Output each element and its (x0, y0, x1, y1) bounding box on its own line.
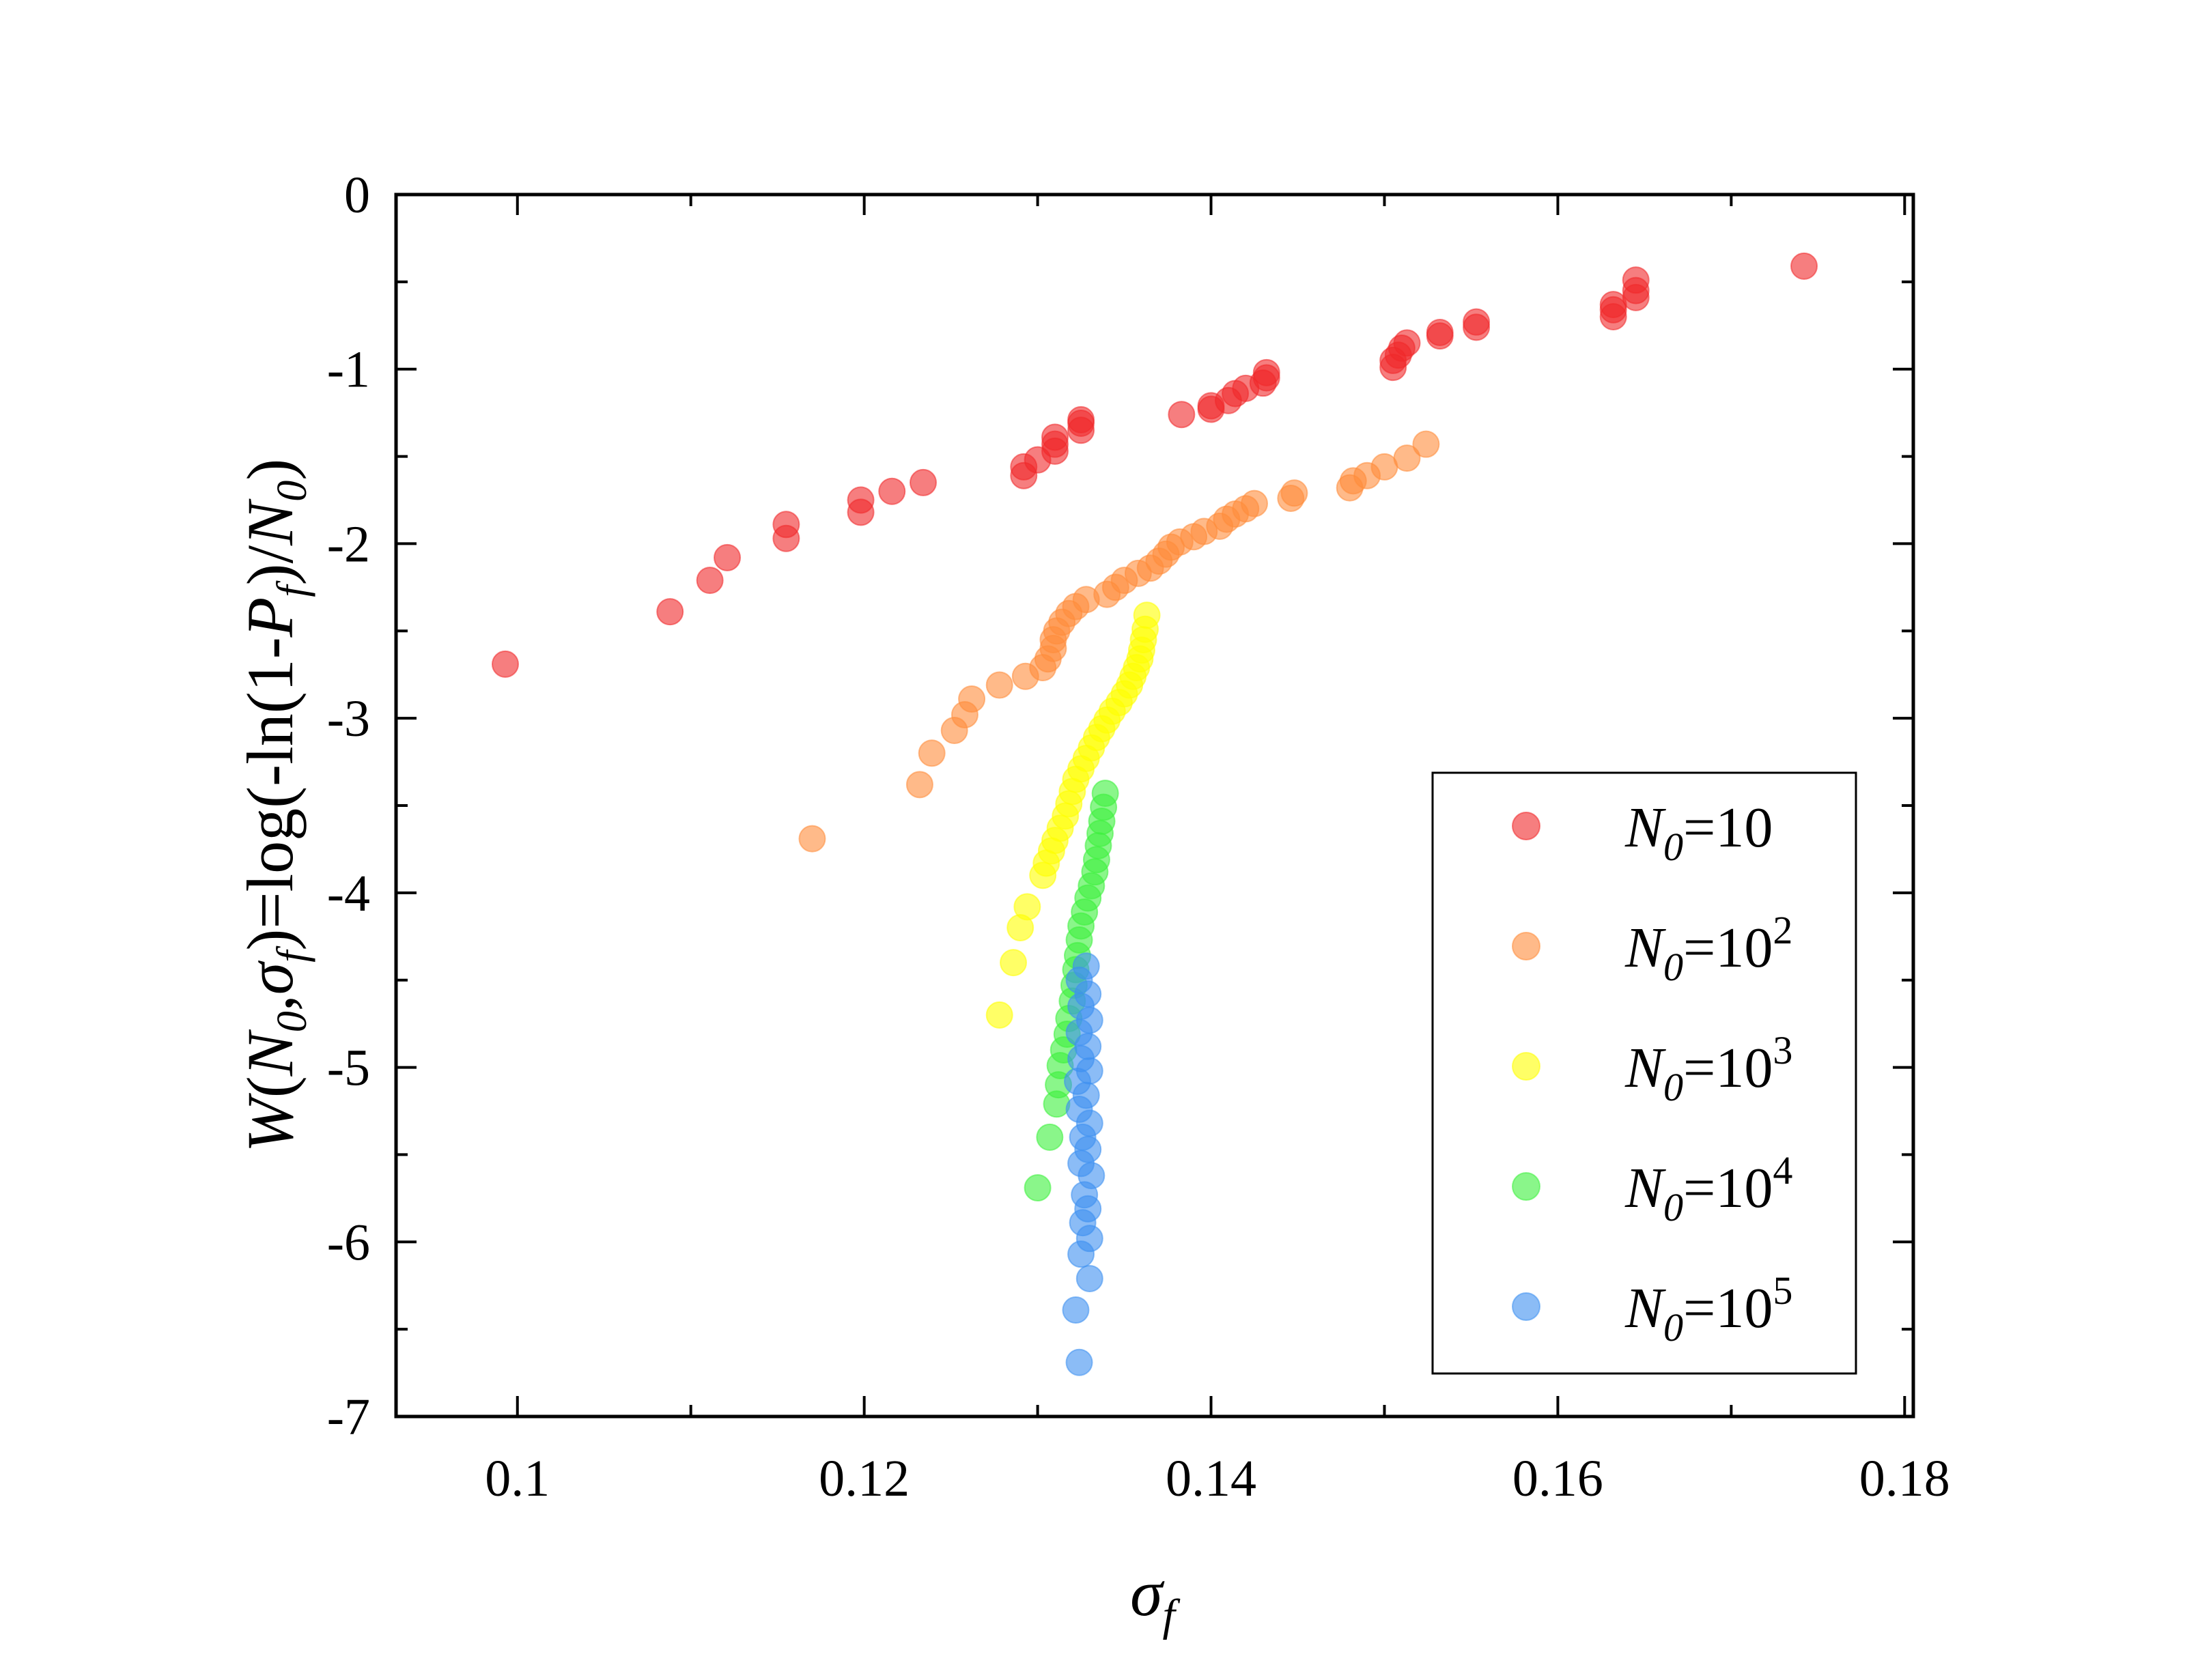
y-tick-label: -1 (327, 341, 370, 399)
data-point (1036, 1123, 1064, 1151)
x-axis-title-main: σ (1130, 1556, 1165, 1629)
data-point (985, 671, 1013, 699)
data-point (1622, 266, 1650, 294)
data-point (1062, 1296, 1090, 1324)
data-point (1013, 893, 1041, 921)
legend-marker (1512, 812, 1540, 840)
y-tick-label: -7 (327, 1389, 370, 1446)
legend-box (1431, 771, 1857, 1375)
data-point (772, 511, 800, 539)
y-title-slash: )/ (234, 545, 307, 585)
data-point (1067, 405, 1095, 433)
data-point (1252, 358, 1280, 386)
legend-label: N0=104 (1624, 1148, 1792, 1229)
data-point (491, 650, 519, 678)
plot-frame (394, 193, 1915, 1419)
data-point (1412, 430, 1440, 458)
data-point (696, 567, 724, 595)
series-2 (985, 601, 1161, 1029)
data-point (1075, 1264, 1103, 1292)
data-points (491, 252, 1818, 1376)
series-1 (798, 430, 1440, 853)
series-4 (1062, 952, 1106, 1376)
legend-marker (1512, 1172, 1540, 1201)
series-0 (491, 252, 1818, 678)
data-point (1463, 308, 1491, 336)
y-title-n2: N (234, 498, 307, 546)
data-point (909, 468, 937, 496)
legend-label: N0=103 (1624, 1028, 1792, 1109)
data-point (985, 1001, 1013, 1029)
x-tick-label: 0.1 (485, 1450, 550, 1507)
legend: N0=10 N0=102 N0=103 N0=104 N0=105 (1431, 771, 1857, 1375)
y-tick-label: -5 (327, 1040, 370, 1097)
y-tick-label: -6 (327, 1214, 370, 1271)
axis-tick-labels: 0.1 0.12 0.14 0.16 0.18 0 -1 -2 -3 -4 -5 -6 -7 (327, 167, 1950, 1507)
y-title-comma: , (234, 995, 307, 1011)
y-title-sigma: σ (234, 960, 307, 995)
data-point (1241, 489, 1269, 517)
data-point (1426, 319, 1454, 347)
y-axis-title: W(N0,σf)=log(-ln(1-Pf)/N0) (234, 459, 315, 1152)
data-point (918, 739, 946, 767)
legend-marker (1512, 1052, 1540, 1081)
y-tick-label: 0 (344, 167, 370, 224)
data-point (1133, 601, 1161, 629)
legend-label: N0=105 (1624, 1268, 1792, 1350)
x-axis-title-sub: f (1163, 1591, 1181, 1640)
data-point (1024, 1174, 1052, 1202)
data-point (958, 685, 986, 713)
data-point (714, 543, 742, 571)
y-title-close: ) (234, 459, 307, 481)
data-point (1393, 444, 1421, 472)
data-point (798, 825, 826, 853)
x-tick-label: 0.12 (819, 1450, 910, 1507)
y-title-n2-sub: 0 (269, 481, 315, 502)
legend-label: N0=10 (1624, 796, 1773, 869)
data-point (1072, 952, 1100, 980)
y-tick-label: -2 (327, 515, 370, 573)
data-point (905, 771, 933, 799)
data-point (1393, 329, 1421, 357)
data-point (1000, 949, 1028, 977)
x-tick-label: 0.18 (1859, 1450, 1950, 1507)
data-point (1790, 252, 1818, 280)
data-point (847, 486, 875, 514)
data-point (1041, 423, 1069, 451)
x-tick-label: 0.16 (1512, 1450, 1603, 1507)
data-point (1065, 1348, 1093, 1376)
legend-marker (1512, 932, 1540, 960)
y-tick-label: -3 (327, 690, 370, 748)
legend-label: N0=102 (1624, 908, 1792, 989)
data-point (656, 598, 684, 626)
y-title-p: P (234, 597, 307, 638)
data-point (1168, 401, 1196, 429)
data-point (1280, 479, 1308, 507)
data-point (1091, 780, 1119, 808)
y-title-open: ( (234, 1076, 307, 1098)
x-axis-title: σf (1130, 1556, 1180, 1640)
y-title-mid: )=log(-ln(1- (234, 637, 307, 950)
legend-items: N0=10 N0=102 N0=103 N0=104 N0=105 (1512, 796, 1792, 1350)
y-title-n: N (234, 1029, 307, 1077)
y-title-n-sub: 0 (269, 1011, 315, 1032)
data-point (878, 477, 906, 505)
legend-marker (1512, 1292, 1540, 1321)
y-tick-label: -4 (327, 865, 370, 922)
x-tick-label: 0.14 (1166, 1450, 1256, 1507)
y-title-w: W (234, 1092, 307, 1152)
